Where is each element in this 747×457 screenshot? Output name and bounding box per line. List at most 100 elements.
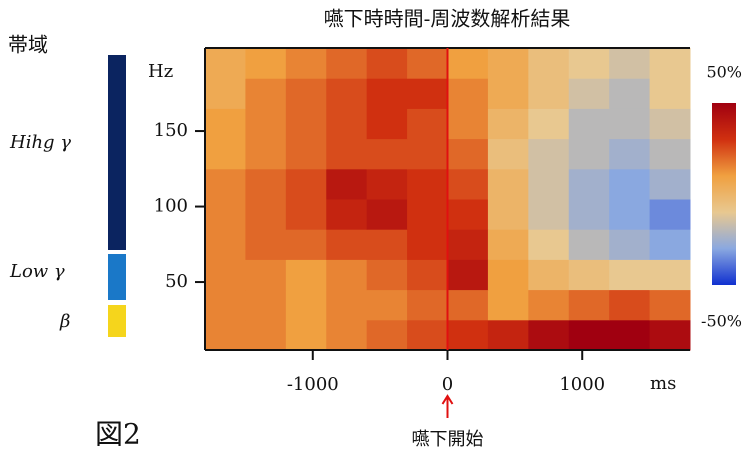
y-tick-label: 100 — [154, 196, 188, 217]
event-label: 嚥下開始 — [412, 429, 484, 450]
x-axis-label: ms — [650, 373, 676, 394]
heat-cell — [447, 259, 489, 291]
chart-title: 嚥下時時間-周波数解析結果 — [324, 7, 571, 31]
heat-cell — [245, 108, 287, 140]
heat-cell — [285, 289, 327, 321]
heat-cell — [649, 48, 691, 79]
heat-cell — [568, 289, 610, 321]
heat-cell — [487, 199, 529, 230]
heat-cell — [407, 138, 448, 170]
heat-cell — [285, 229, 327, 260]
heat-cell — [407, 199, 448, 230]
heat-cell — [649, 168, 691, 200]
heat-cell — [649, 319, 691, 351]
heat-cell — [407, 319, 448, 351]
band-label: β — [59, 311, 70, 332]
heat-cell — [487, 259, 529, 291]
heat-cell — [366, 259, 408, 291]
heat-cell — [245, 48, 287, 79]
heat-cell — [609, 289, 651, 321]
heat-cell — [326, 199, 368, 230]
heat-cell — [366, 168, 408, 200]
y-tick-label: 50 — [165, 271, 188, 292]
heat-cell — [205, 138, 246, 170]
heat-cell — [407, 108, 448, 140]
band-title: 帯域 — [8, 33, 48, 57]
heat-cell — [609, 168, 651, 200]
x-tick-label: -1000 — [287, 374, 339, 395]
heat-cell — [326, 319, 368, 351]
heat-cell — [528, 199, 570, 230]
heat-cell — [245, 138, 287, 170]
heat-cell — [326, 138, 368, 170]
heat-cell — [245, 168, 287, 200]
heat-cell — [568, 108, 610, 140]
figure-label: 図2 — [95, 418, 141, 451]
heat-cell — [366, 108, 408, 140]
heat-cell — [447, 48, 489, 79]
heat-cell — [568, 229, 610, 260]
heat-cell — [568, 259, 610, 291]
heat-cell — [407, 289, 448, 321]
heat-cell — [528, 319, 570, 351]
colorbar — [712, 103, 736, 285]
heat-cell — [407, 259, 448, 291]
heat-cell — [528, 138, 570, 170]
heat-cell — [487, 108, 529, 140]
heat-cell — [528, 289, 570, 321]
heat-cell — [205, 319, 246, 351]
heat-cell — [487, 289, 529, 321]
heat-cell — [205, 289, 246, 321]
band-label: Low γ — [9, 261, 65, 282]
heat-cell — [366, 229, 408, 260]
heat-cell — [285, 168, 327, 200]
heat-cell — [649, 229, 691, 260]
heat-cell — [205, 199, 246, 230]
heat-cell — [285, 319, 327, 351]
y-axis-label: Hz — [148, 61, 173, 82]
heat-cell — [568, 78, 610, 109]
heat-cell — [205, 108, 246, 140]
colorbar-label: 50% — [706, 63, 742, 82]
heat-cell — [366, 199, 408, 230]
heat-cell — [649, 108, 691, 140]
heat-cell — [285, 78, 327, 109]
heat-cell — [326, 289, 368, 321]
heat-cell — [528, 48, 570, 79]
heat-cell — [366, 319, 408, 351]
heat-cell — [609, 259, 651, 291]
heat-cell — [326, 78, 368, 109]
heat-cell — [326, 168, 368, 200]
event-arrow-head — [441, 394, 454, 405]
heat-cell — [285, 108, 327, 140]
heat-cell — [447, 199, 489, 230]
heat-cell — [568, 199, 610, 230]
heat-cell — [366, 289, 408, 321]
heat-cell — [245, 229, 287, 260]
heat-cell — [285, 138, 327, 170]
heat-cell — [205, 168, 246, 200]
heat-cell — [366, 78, 408, 109]
colorbar-label: -50% — [701, 312, 742, 331]
x-tick-label: 1000 — [559, 374, 605, 395]
heat-cell — [326, 259, 368, 291]
heat-cell — [447, 229, 489, 260]
heat-cell — [609, 319, 651, 351]
heat-cell — [649, 78, 691, 109]
heat-cell — [245, 319, 287, 351]
heat-cell — [205, 229, 246, 260]
heat-cell — [326, 108, 368, 140]
heat-cell — [487, 138, 529, 170]
heat-cell — [487, 229, 529, 260]
heat-cell — [528, 78, 570, 109]
heat-cell — [407, 78, 448, 109]
heat-cell — [245, 289, 287, 321]
heat-cell — [609, 108, 651, 140]
heat-cell — [447, 168, 489, 200]
band-label: Hihg γ — [9, 132, 71, 153]
heat-cell — [205, 78, 246, 109]
heat-cell — [609, 199, 651, 230]
heat-cell — [609, 78, 651, 109]
heat-cell — [447, 78, 489, 109]
